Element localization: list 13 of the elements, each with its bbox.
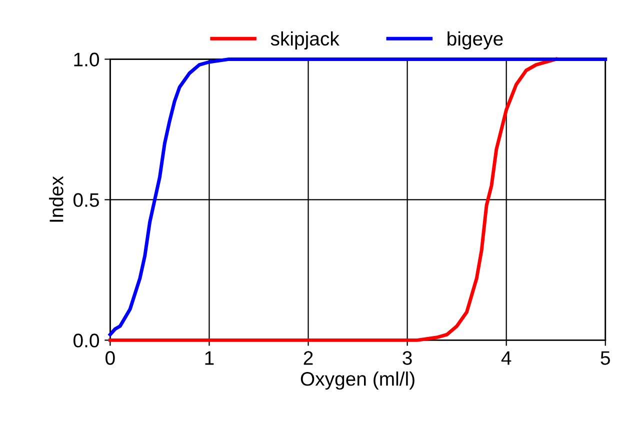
legend-label: bigeye [448,31,503,50]
x-tick-label: 4 [501,351,512,365]
x-tick-label: 3 [402,351,412,365]
x-tick-label: 0 [106,351,115,365]
y-tick-label: 0.5 [73,193,99,207]
x-tick-label: 5 [600,351,610,365]
x-tick-label: 2 [304,351,313,365]
x-tick-label: 1 [205,351,214,365]
legend-label: skipjack [270,31,340,50]
y-tick-label: 0.0 [73,334,100,348]
y-axis-title: Index [49,176,64,222]
x-axis-title: Oxygen (ml/l) [300,372,414,390]
y-tick-label: 1.0 [74,52,100,66]
